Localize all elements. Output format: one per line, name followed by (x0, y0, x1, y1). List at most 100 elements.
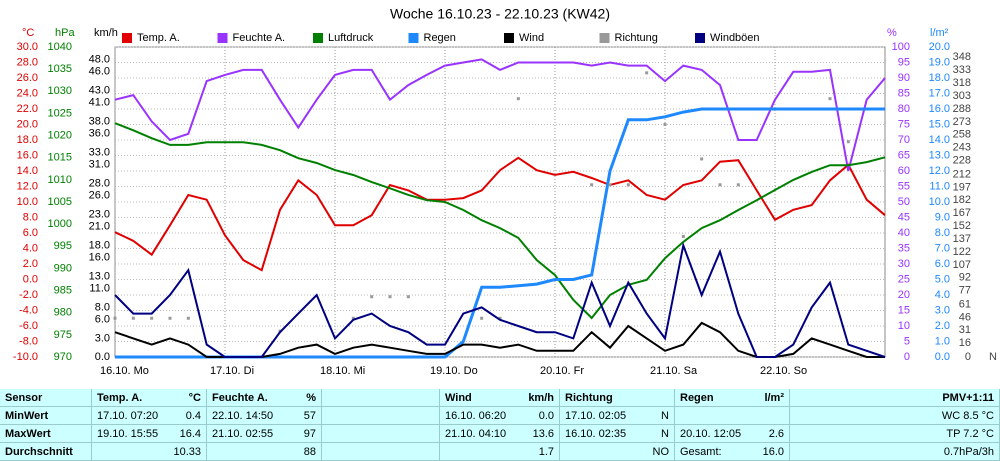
table-cell: Regen l/m² (675, 389, 790, 407)
cell-text: Richtung (565, 391, 613, 404)
x-tick-label: 22.10. So (760, 365, 807, 377)
y-tick-label: 25 (898, 273, 910, 285)
y-tick-label: 31 (959, 324, 971, 336)
y-tick-label: 10.0 (17, 196, 38, 208)
cell-text: % (306, 391, 316, 404)
cell-text: N (661, 427, 669, 440)
y-tick-label: 16.0 (17, 149, 38, 161)
axis-label: N (989, 351, 997, 363)
direction-dot (351, 316, 355, 320)
direction-dot (645, 71, 649, 75)
cell-text: 19.10. 15:55 (97, 427, 159, 440)
y-tick-label: 8.0 (95, 301, 110, 313)
cell-text: Feuchte A. (212, 391, 268, 404)
table-row: Sensor Temp. A. °C Feuchte A.% Wind km/h Richt… (0, 389, 1000, 407)
y-tick-label: 46.0 (89, 66, 110, 78)
y-tick-label: 995 (54, 240, 72, 252)
table-cell: 21.10. 02:55 97 (207, 425, 322, 443)
y-tick-label: 0 (904, 351, 910, 363)
y-tick-label: 6.0 (935, 258, 950, 270)
direction-dot (828, 97, 832, 101)
y-tick-label: 1000 (48, 218, 72, 230)
y-tick-label: 2.0 (935, 320, 950, 332)
y-tick-label: 40 (898, 227, 910, 239)
y-tick-label: 348 (953, 51, 971, 63)
y-tick-label: 14.0 (17, 165, 38, 177)
y-tick-label: 10.0 (929, 196, 950, 208)
axis-unit: km/h (94, 27, 118, 39)
y-tick-label: 15 (898, 304, 910, 316)
cell-text: 1.7 (538, 445, 554, 458)
axis-unit: % (887, 27, 897, 39)
y-tick-label: -8.0 (19, 335, 38, 347)
y-tick-label: 35 (898, 242, 910, 254)
y-tick-label: 333 (953, 64, 971, 76)
y-tick-label: 107 (953, 259, 971, 271)
y-tick-label: 100 (892, 41, 910, 53)
table-cell: 1.7 (440, 443, 560, 461)
cell-text: 17.10. 02:05 (565, 409, 627, 422)
direction-dot (498, 316, 502, 320)
y-tick-label: 2.0 (23, 258, 38, 270)
y-tick-label: 15.0 (929, 118, 950, 130)
y-tick-label: 137 (953, 233, 971, 245)
y-tick-label: 1.0 (935, 335, 950, 347)
y-tick-label: 18.0 (89, 239, 110, 251)
direction-dot (131, 316, 135, 320)
table-cell: 17.10. 02:05 N (560, 407, 675, 425)
y-tick-label: 182 (953, 194, 971, 206)
y-tick-label: 197 (953, 181, 971, 193)
axis-unit: °C (22, 27, 34, 39)
table-cell: 10.33 (92, 443, 207, 461)
direction-dot (516, 97, 520, 101)
table-cell: 88 (207, 443, 322, 461)
table-cell (322, 443, 440, 461)
direction-dot (370, 295, 374, 299)
y-tick-label: 60 (898, 165, 910, 177)
cell-text: MinWert (5, 409, 49, 422)
y-tick-label: 12.0 (929, 165, 950, 177)
y-tick-label: 1025 (48, 107, 72, 119)
table-cell: Wind km/h (440, 389, 560, 407)
y-tick-label: 92 (959, 272, 971, 284)
cell-text: Regen (680, 391, 714, 404)
cell-text: Durchschnitt (5, 445, 73, 458)
y-tick-label: 12.0 (17, 180, 38, 192)
cell-text: 0.7hPa/3h (943, 445, 994, 458)
y-tick-label: -10.0 (13, 351, 38, 363)
y-tick-label: 22.0 (17, 103, 38, 115)
cell-text: 16.10. 02:35 (565, 427, 627, 440)
y-tick-label: 975 (54, 329, 72, 341)
table-cell: Feuchte A.% (207, 389, 322, 407)
cell-text: Sensor (5, 391, 43, 404)
direction-dot (718, 183, 722, 187)
direction-dot (663, 123, 667, 126)
y-tick-label: 1005 (48, 196, 72, 208)
table-cell: MaxWert (0, 425, 92, 443)
y-tick-label: 970 (54, 351, 72, 363)
cell-text: km/h (528, 391, 554, 404)
cell-text: 13.6 (532, 427, 554, 440)
cell-text: 22.10. 14:50 (212, 409, 274, 422)
y-tick-label: 20.0 (929, 41, 950, 53)
y-tick-label: 33.0 (89, 146, 110, 158)
direction-dot (388, 295, 392, 299)
table-cell: MinWert (0, 407, 92, 425)
y-tick-label: 26.0 (89, 190, 110, 202)
y-tick-label: 985 (54, 284, 72, 296)
y-tick-label: 18.0 (929, 72, 950, 84)
table-cell: WC 8.5 °C (790, 407, 1000, 425)
y-tick-label: 41.0 (89, 97, 110, 109)
y-tick-label: 16 (959, 337, 971, 349)
table-cell: Gesamt: 16.0 (675, 443, 790, 461)
direction-dot (406, 295, 410, 299)
y-tick-label: 258 (953, 129, 971, 141)
cell-text: 0.0 (538, 409, 554, 422)
y-tick-label: -2.0 (19, 289, 38, 301)
table-cell: 21.10. 04:10 13.6 (440, 425, 560, 443)
axis-unit: l/m² (930, 27, 949, 39)
y-tick-label: 1035 (48, 63, 72, 75)
direction-dot (480, 316, 484, 320)
y-tick-label: 0.0 (935, 351, 950, 363)
legend-label: Wind (519, 32, 544, 44)
